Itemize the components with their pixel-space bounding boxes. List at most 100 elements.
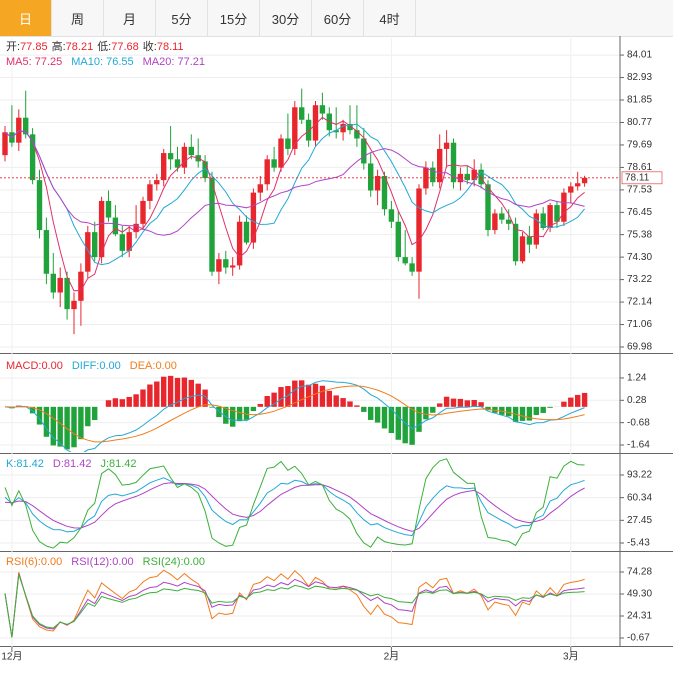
macd-bar [581,392,588,407]
candle-body [443,142,450,149]
macd-bar [105,400,112,407]
candle-body [519,236,526,262]
macd-bar [299,380,305,407]
y-tick-label: 0.28 [627,395,647,406]
candle-body [29,134,36,181]
candle-body [581,177,588,184]
candle-body [540,213,546,228]
indicator-line [4,574,585,638]
x-tick-label: 3月 [563,651,579,663]
candle-body [23,117,29,135]
candle-body [554,205,560,222]
ohlc-value: 78.21 [66,41,94,53]
macd-bar [457,398,464,407]
candle-body [388,209,395,222]
macd-bar [126,396,132,407]
candle-body [485,184,491,231]
macd-bar [533,406,539,416]
y-tick-label: 77.53 [627,185,652,196]
macd-bar [236,406,243,422]
macd-bar [57,406,63,447]
y-tick-label: 93.22 [627,470,652,481]
candle-body [202,161,208,179]
candle-body [43,230,50,274]
macd-bar [36,406,43,425]
indicator-line [4,477,585,537]
candle-body [250,192,257,243]
y-tick-label: 24.31 [627,611,652,622]
macd-bar [540,406,546,413]
macd-bar [561,401,567,407]
y-tick-label: -0.67 [627,633,650,644]
y-tick-label: 69.98 [627,342,652,353]
macd-bar [181,377,188,407]
macd-bar [305,384,312,407]
candle-body [133,223,139,233]
candle-body [140,200,146,224]
macd-bar [71,406,77,448]
candle-body [257,184,263,193]
macd-bar [154,381,160,407]
tab[interactable]: 60分 [312,0,364,36]
legend-entry: RSI(6):0.00 [6,556,62,568]
y-tick-label: -0.68 [627,417,650,428]
candle-body [36,180,43,231]
indicator-line [4,123,585,266]
candle-body [236,221,243,266]
y-tick-label: 27.45 [627,515,652,526]
macd-bar [430,406,436,413]
candle-body [209,178,215,272]
legend: MACD:0.00 DIFF:0.00 DEA:0.00 [6,360,177,372]
candle-body [105,200,112,218]
indicator-line [4,458,585,549]
candle-body [92,232,98,258]
ohlc-value: 77.85 [20,41,48,53]
macd-bar [161,376,167,407]
macd-bar [202,389,208,407]
macd-bar [423,406,429,420]
legend-entry: DIFF:0.00 [72,360,121,372]
indicator-line [4,130,585,236]
macd-bar [526,406,533,421]
candle-body [147,184,153,201]
tab[interactable]: 月 [104,0,156,36]
y-tick-label: 74.28 [627,567,652,578]
candle-body [112,217,119,235]
tab[interactable]: 周 [52,0,104,36]
macd-bar [257,403,263,407]
y-tick-label: 73.22 [627,274,652,285]
y-tick-label: 71.06 [627,319,652,330]
tab[interactable]: 5分 [156,0,208,36]
legend-entry: MA20: 77.21 [143,56,205,68]
macd-bar [174,377,181,407]
indicator-line [4,385,585,443]
candle-body [85,232,91,272]
macd-bar [354,405,360,407]
macd-bar [312,383,319,407]
candle-body [71,300,77,310]
candle-body [299,107,305,120]
tab[interactable]: 4时 [364,0,416,36]
macd-bar [50,406,56,446]
macd-bar [271,392,277,407]
macd-bar [243,406,250,420]
macd-bar [416,406,422,432]
tab[interactable]: 15分 [208,0,260,36]
candle-body [506,219,512,224]
legend-entry: RSI(12):0.00 [71,556,133,568]
tab[interactable]: 日 [0,0,52,36]
macd-bar [292,380,298,407]
candle-body [381,175,388,210]
candle-body [243,221,250,243]
candle-body [430,167,436,183]
candle-body [526,236,533,245]
candle-body [161,153,167,181]
y-tick-label: 60.34 [627,492,652,503]
legend-entry: MACD:0.00 [6,360,63,372]
y-tick-label: 84.01 [627,50,652,61]
candle-body [361,138,367,164]
legend-entry: RSI(24):0.00 [143,556,205,568]
y-tick-label: 74.30 [627,252,652,263]
tab[interactable]: 30分 [260,0,312,36]
macd-bar [167,375,174,407]
